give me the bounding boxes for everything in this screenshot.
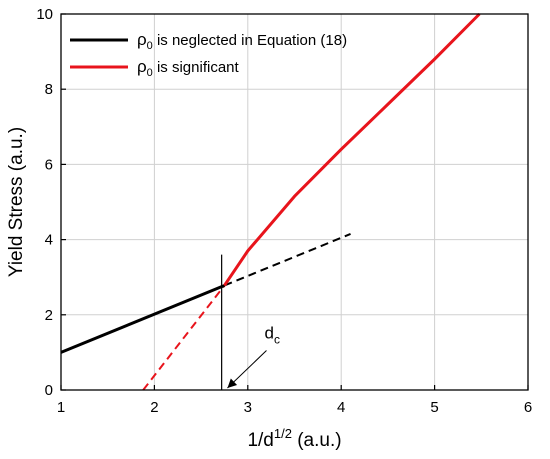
- dc-annotation: dc: [227, 324, 280, 389]
- x-axis-label-sup: 1/2: [274, 426, 292, 441]
- y-tick-label: 8: [45, 81, 53, 98]
- x-axis-label-unit: (a.u.): [292, 430, 342, 451]
- y-tick-label: 4: [45, 232, 53, 249]
- y-tick-label: 6: [45, 156, 53, 173]
- annotation-arrow-line: [227, 350, 267, 389]
- y-axis-label: Yield Stress (a.u.): [6, 127, 27, 277]
- legend-label: ρ0 is significant: [137, 57, 239, 79]
- legend: ρ0 is neglected in Equation (18) ρ0 is si…: [70, 30, 347, 79]
- annotation-arrow-head: [227, 378, 238, 388]
- x-tick-label: 1: [57, 399, 65, 416]
- x-tick-label: 2: [150, 399, 158, 416]
- annotation-label: dc: [264, 324, 279, 347]
- x-tick-label: 5: [430, 399, 438, 416]
- series-layer: [60, 12, 481, 391]
- y-tick-label: 0: [45, 382, 53, 399]
- grid: [60, 13, 529, 391]
- x-axis-label: 1/d1/2 (a.u.): [247, 426, 341, 451]
- legend-label: ρ0 is neglected in Equation (18): [137, 30, 347, 52]
- x-tick-label: 6: [524, 399, 532, 416]
- y-tick-label: 10: [36, 6, 53, 23]
- extrapolation-line: [142, 284, 226, 391]
- x-tick-label: 4: [337, 399, 345, 416]
- x-tick-label: 3: [244, 399, 252, 416]
- axis-ticks: 1 2 3 4 5 6 0 2 4 6 8 10: [36, 6, 532, 416]
- plot-frame: [60, 13, 529, 391]
- series-line-1: [60, 284, 226, 354]
- extrapolation-line: [224, 233, 351, 287]
- series-line-2: [223, 12, 481, 287]
- y-tick-label: 2: [45, 307, 53, 324]
- x-axis-label-base: 1/d: [247, 430, 273, 451]
